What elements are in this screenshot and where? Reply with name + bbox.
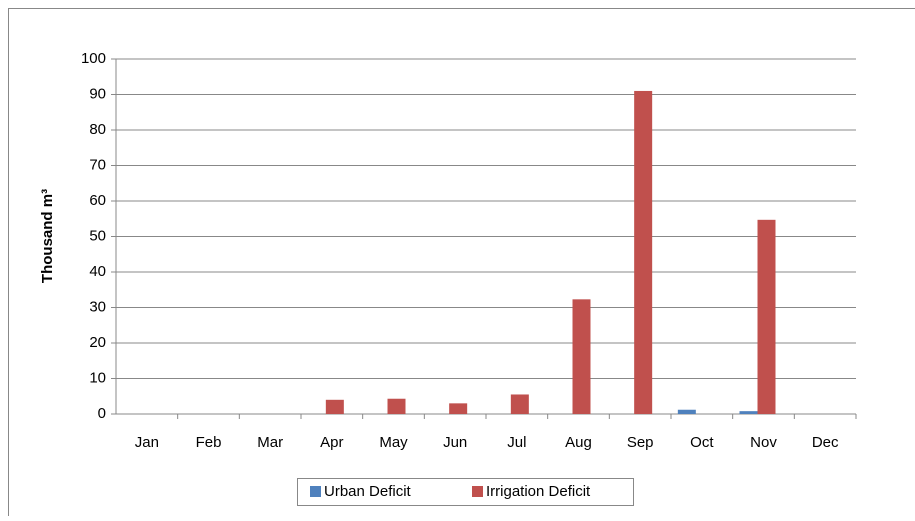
x-tick-label: Jul [507, 434, 526, 451]
bar [758, 220, 776, 414]
x-tick-label: Feb [196, 434, 222, 451]
y-tick-label: 60 [89, 192, 106, 209]
legend-swatch [310, 486, 321, 497]
bar [511, 394, 529, 414]
bar [449, 403, 467, 414]
x-tick-label: Aug [565, 434, 592, 451]
bar [573, 299, 591, 414]
y-tick-label: 30 [89, 298, 106, 315]
x-tick-label: Sep [627, 434, 654, 451]
y-tick-label: 0 [98, 405, 106, 422]
y-axis-label: Thousand m³ [39, 189, 56, 283]
y-tick-label: 70 [89, 156, 106, 173]
x-tick-label: Nov [750, 434, 777, 451]
legend-swatch [472, 486, 483, 497]
bar [388, 399, 406, 414]
x-tick-label: Apr [320, 434, 343, 451]
bar [634, 91, 652, 414]
y-tick-label: 50 [89, 227, 106, 244]
x-tick-label: Oct [690, 434, 714, 451]
y-tick-label: 90 [89, 85, 106, 102]
y-tick-label: 20 [89, 334, 106, 351]
y-tick-label: 40 [89, 263, 106, 280]
bar [326, 400, 344, 414]
bar [678, 410, 696, 414]
y-tick-label: 100 [81, 50, 106, 67]
x-tick-label: Jan [135, 434, 159, 451]
x-tick-label: Jun [443, 434, 467, 451]
legend-label: Urban Deficit [324, 483, 412, 500]
x-tick-label: May [379, 434, 408, 451]
bar [740, 411, 758, 414]
x-tick-label: Dec [812, 434, 839, 451]
x-tick-label: Mar [257, 434, 283, 451]
y-tick-label: 10 [89, 369, 106, 386]
y-tick-label: 80 [89, 121, 106, 138]
legend-label: Irrigation Deficit [486, 483, 591, 500]
